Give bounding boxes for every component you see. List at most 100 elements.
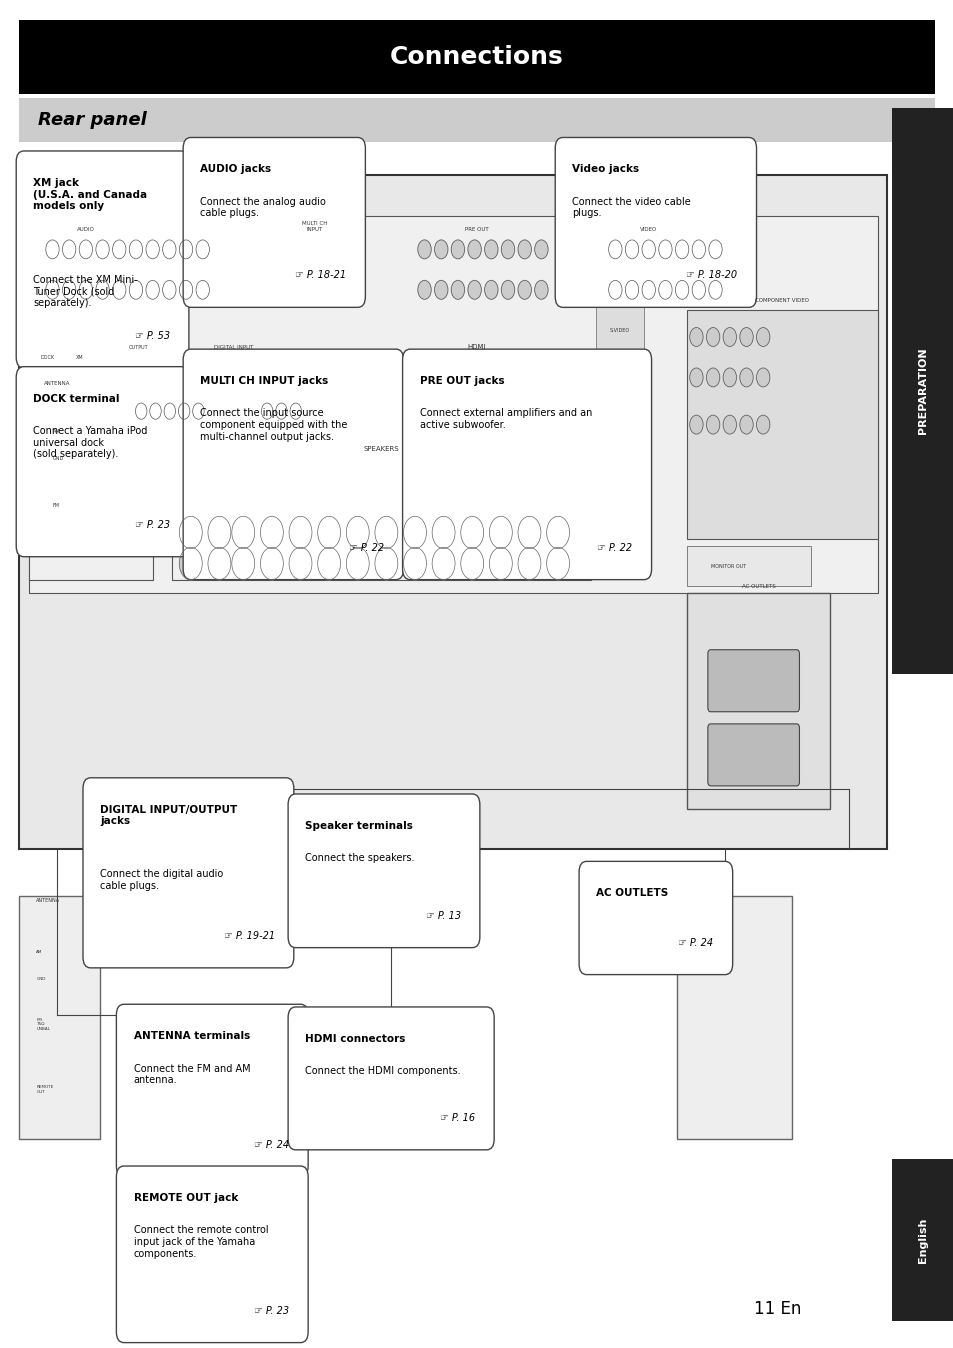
- Text: FM: FM: [52, 503, 59, 508]
- Circle shape: [46, 240, 59, 259]
- Text: ☞ P. 23: ☞ P. 23: [253, 1306, 289, 1316]
- Text: AC OUTLETS: AC OUTLETS: [740, 584, 775, 589]
- Text: HDMI: HDMI: [467, 345, 486, 350]
- Circle shape: [46, 280, 59, 299]
- Circle shape: [417, 240, 431, 259]
- Bar: [19, 896, 100, 1139]
- Text: ☞ P. 18-20: ☞ P. 18-20: [685, 271, 737, 280]
- Circle shape: [756, 328, 769, 346]
- Circle shape: [260, 547, 283, 580]
- Circle shape: [641, 240, 655, 259]
- FancyBboxPatch shape: [83, 778, 294, 968]
- FancyBboxPatch shape: [402, 349, 651, 580]
- Circle shape: [435, 280, 448, 299]
- Circle shape: [658, 280, 671, 299]
- Circle shape: [79, 280, 92, 299]
- Bar: [891, 108, 953, 674]
- Text: REMOTE OUT jack: REMOTE OUT jack: [133, 1193, 237, 1202]
- Text: ☞ P. 13: ☞ P. 13: [425, 911, 460, 921]
- FancyBboxPatch shape: [183, 137, 365, 307]
- FancyBboxPatch shape: [16, 367, 189, 557]
- FancyBboxPatch shape: [416, 376, 465, 445]
- Circle shape: [403, 516, 426, 549]
- Text: GND: GND: [52, 456, 64, 461]
- Circle shape: [484, 240, 497, 259]
- Circle shape: [460, 516, 483, 549]
- FancyBboxPatch shape: [288, 794, 479, 948]
- Bar: [129, 357, 338, 452]
- Text: AM: AM: [52, 429, 60, 434]
- Circle shape: [756, 415, 769, 434]
- Circle shape: [501, 240, 515, 259]
- Circle shape: [705, 328, 719, 346]
- Bar: [686, 593, 829, 809]
- Circle shape: [546, 516, 569, 549]
- Circle shape: [135, 403, 147, 419]
- Bar: [677, 896, 791, 1139]
- Circle shape: [722, 328, 736, 346]
- Bar: [29, 216, 877, 593]
- Text: REMOTE
OUT: REMOTE OUT: [36, 1085, 53, 1093]
- Circle shape: [112, 280, 126, 299]
- Circle shape: [346, 547, 369, 580]
- Circle shape: [692, 280, 705, 299]
- Text: DIGITAL INPUT: DIGITAL INPUT: [213, 345, 253, 350]
- Circle shape: [739, 328, 752, 346]
- FancyBboxPatch shape: [555, 137, 756, 307]
- Circle shape: [317, 516, 340, 549]
- Text: HDMI connectors: HDMI connectors: [305, 1034, 405, 1043]
- Circle shape: [178, 403, 190, 419]
- Circle shape: [658, 240, 671, 259]
- Text: ANTENNA: ANTENNA: [44, 380, 71, 386]
- Circle shape: [484, 280, 497, 299]
- Text: AC OUTLETS: AC OUTLETS: [596, 888, 668, 898]
- Text: English: English: [918, 1217, 927, 1263]
- Text: Connect the speakers.: Connect the speakers.: [305, 853, 415, 863]
- Bar: [29, 364, 124, 458]
- FancyBboxPatch shape: [369, 376, 417, 445]
- Text: ☞ P. 18-21: ☞ P. 18-21: [294, 271, 346, 280]
- Circle shape: [275, 403, 287, 419]
- Circle shape: [467, 240, 480, 259]
- Text: ☞ P. 53: ☞ P. 53: [134, 332, 170, 341]
- Circle shape: [375, 516, 397, 549]
- Circle shape: [63, 240, 76, 259]
- Circle shape: [608, 240, 621, 259]
- Text: DOCK: DOCK: [40, 355, 54, 360]
- Circle shape: [96, 240, 109, 259]
- Text: GND: GND: [36, 977, 46, 981]
- Text: Speaker terminals: Speaker terminals: [305, 821, 413, 830]
- Text: AM: AM: [36, 950, 43, 954]
- Circle shape: [150, 403, 161, 419]
- Circle shape: [162, 280, 176, 299]
- Text: Connect the input source
component equipped with the
multi-channel output jacks.: Connect the input source component equip…: [200, 408, 347, 442]
- Circle shape: [146, 240, 159, 259]
- Circle shape: [112, 240, 126, 259]
- Text: PRE OUT jacks: PRE OUT jacks: [419, 376, 504, 386]
- Text: MULTI CH
INPUT: MULTI CH INPUT: [302, 221, 327, 232]
- Circle shape: [79, 240, 92, 259]
- Circle shape: [705, 368, 719, 387]
- Circle shape: [196, 280, 210, 299]
- Circle shape: [451, 280, 464, 299]
- FancyBboxPatch shape: [578, 861, 732, 975]
- Circle shape: [489, 516, 512, 549]
- Circle shape: [624, 280, 638, 299]
- Circle shape: [146, 280, 159, 299]
- Circle shape: [289, 516, 312, 549]
- Bar: [891, 1159, 953, 1321]
- Circle shape: [417, 280, 431, 299]
- Bar: [19, 98, 934, 142]
- Circle shape: [208, 516, 231, 549]
- Circle shape: [179, 516, 202, 549]
- Circle shape: [196, 240, 210, 259]
- Circle shape: [432, 516, 455, 549]
- Circle shape: [261, 403, 273, 419]
- Text: MONITOR OUT: MONITOR OUT: [710, 563, 745, 569]
- Circle shape: [460, 547, 483, 580]
- FancyBboxPatch shape: [288, 1007, 494, 1150]
- Circle shape: [193, 403, 204, 419]
- Text: Rear panel: Rear panel: [38, 111, 147, 129]
- Circle shape: [705, 415, 719, 434]
- Text: Connect the remote control
input jack of the Yamaha
components.: Connect the remote control input jack of…: [133, 1225, 268, 1259]
